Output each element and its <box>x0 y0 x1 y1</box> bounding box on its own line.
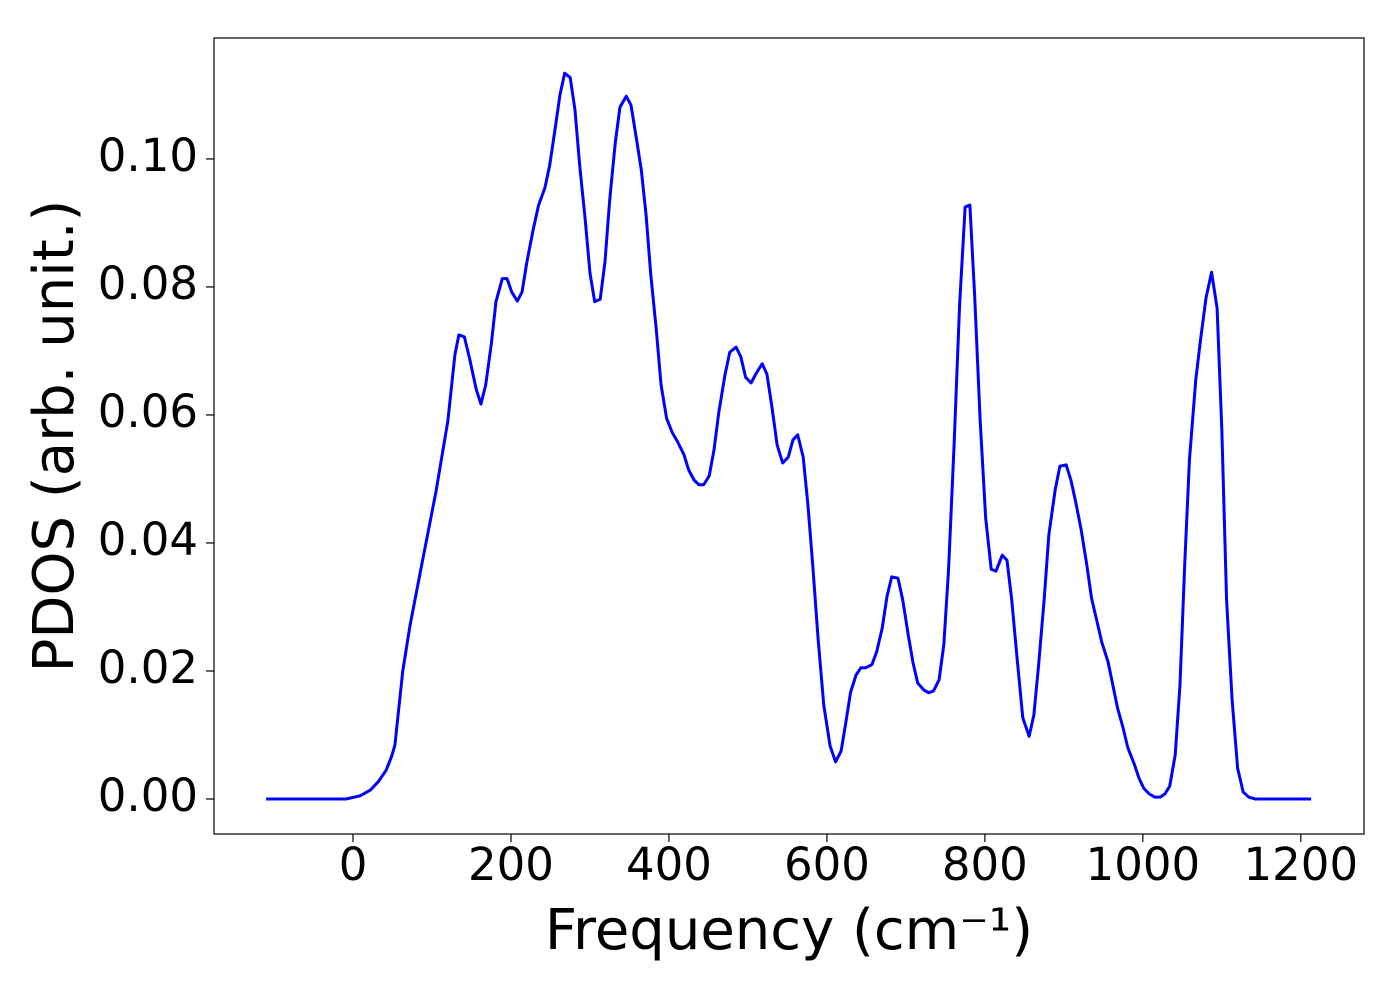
y-tick-label: 0.10 <box>98 129 198 182</box>
y-tick-label: 0.04 <box>98 513 198 566</box>
y-tick-label: 0.08 <box>98 257 198 310</box>
y-axis-label: PDOS (arb. unit.) <box>22 200 87 673</box>
x-tick-label: 600 <box>784 838 870 891</box>
x-tick-label: 0 <box>339 838 368 891</box>
y-tick-label: 0.00 <box>98 769 198 822</box>
y-tick-label: 0.06 <box>98 385 198 438</box>
x-tick-label: 1000 <box>1086 838 1201 891</box>
x-tick-label: 1200 <box>1244 838 1359 891</box>
plot-frame <box>213 37 1365 835</box>
x-axis-label: Frequency (cm⁻¹) <box>545 898 1033 963</box>
data-line <box>266 71 1312 801</box>
x-tick-label: 800 <box>942 838 1028 891</box>
y-tick-label: 0.02 <box>98 641 198 694</box>
x-tick-label: 400 <box>626 838 712 891</box>
x-tick-label: 200 <box>468 838 554 891</box>
